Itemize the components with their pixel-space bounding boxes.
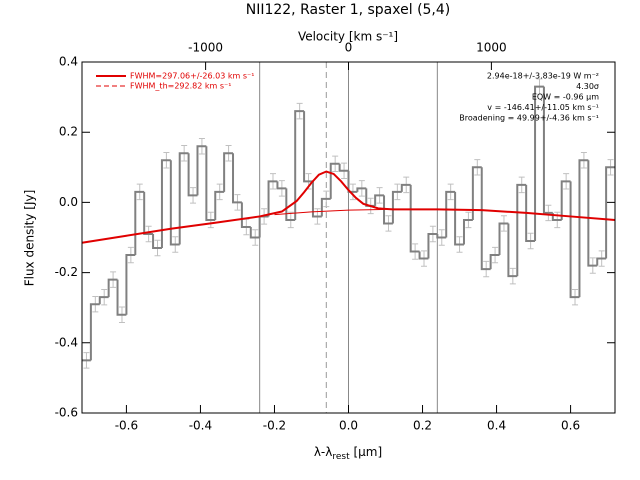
spectrum-step xyxy=(400,183,411,192)
spectrum-step xyxy=(418,251,429,260)
y-tick-label: -0.4 xyxy=(55,335,78,349)
spectrum-step xyxy=(534,85,544,242)
x-tick-label: 0.4 xyxy=(487,419,506,433)
y-tick-label: -0.6 xyxy=(55,406,78,420)
spectrum-step xyxy=(587,160,598,267)
x-tick-label: -0.6 xyxy=(115,419,138,433)
spectrum-step xyxy=(383,195,393,225)
legend-text: FWHM_th=292.82 km s⁻¹ xyxy=(130,82,231,91)
x-label-unit: [µm] xyxy=(350,445,383,459)
spectrum-step xyxy=(303,111,313,183)
spectrum-step xyxy=(462,218,473,245)
spectrum-step xyxy=(356,187,367,192)
chart-title: NII122, Raster 1, spaxel (5,4) xyxy=(246,2,451,18)
y-tick-label: 0.0 xyxy=(59,195,78,209)
spectrum-step xyxy=(436,233,447,239)
spectrum-step xyxy=(143,191,154,235)
spectrum-step xyxy=(214,190,225,220)
legend-text: FWHM=297.06+/-26.03 km s⁻¹ xyxy=(130,72,254,81)
top-tick-label: -1000 xyxy=(188,41,223,55)
spectrum-step xyxy=(98,296,109,305)
spectrum-step xyxy=(542,86,553,214)
spectrum-step xyxy=(445,190,456,238)
spectrum-step xyxy=(267,180,278,217)
y-tick-label: -0.2 xyxy=(55,265,78,279)
spectrum-step xyxy=(507,223,518,278)
spectrum-step xyxy=(232,153,242,204)
spectrum-step xyxy=(596,257,607,266)
annotation: EQW = -0.96 µm xyxy=(532,93,599,102)
spectrum-step xyxy=(427,232,438,259)
spectrum-step xyxy=(285,188,296,221)
x-tick-label: -0.4 xyxy=(189,419,212,433)
spectrum-step xyxy=(152,233,162,250)
annotation: v = -146.41+/-11.05 km s⁻¹ xyxy=(487,103,599,112)
spectrum-step xyxy=(169,160,180,246)
spectrum-step xyxy=(338,163,349,172)
y-axis-label: Flux density [Jy] xyxy=(23,190,37,287)
spectrum-step xyxy=(205,146,216,221)
fit-line xyxy=(81,170,616,244)
x-tick-label: -0.2 xyxy=(263,419,286,433)
spectrum-step xyxy=(391,190,402,224)
top-tick-label: 1000 xyxy=(476,41,507,55)
annotation: 4.30σ xyxy=(576,82,599,91)
spectrum-step xyxy=(107,278,118,298)
x-tick-label: 0.6 xyxy=(561,419,580,433)
y-tick-label: 0.4 xyxy=(59,55,78,69)
annotation: Broadening = 49.99+/-4.36 km s⁻¹ xyxy=(459,114,599,123)
x-tick-label: 0.0 xyxy=(339,419,358,433)
spectrum-step xyxy=(605,166,615,259)
annotation: 2.94e-18+/-3.83e-19 W m⁻² xyxy=(487,72,599,81)
spectrum-step xyxy=(89,303,100,361)
spectrum-step xyxy=(240,202,251,228)
spectrum-step xyxy=(294,110,305,220)
top-axis-label: Velocity [km s⁻¹] xyxy=(298,30,398,44)
x-label-sub: rest xyxy=(332,452,350,462)
spectrum-step xyxy=(249,226,260,239)
spectrum-step xyxy=(311,181,322,218)
x-axis-label: λ-λrest [µm] xyxy=(314,445,382,462)
spectrum-step xyxy=(560,180,571,220)
spectrum-step xyxy=(525,184,536,243)
x-label-main: λ-λ xyxy=(314,445,333,459)
spectrum-step xyxy=(196,145,207,196)
spectrum-step xyxy=(160,159,171,249)
spectrum-step xyxy=(569,181,580,299)
spectrum-step xyxy=(116,279,127,316)
y-tick-label: 0.2 xyxy=(59,125,78,139)
spectrum-step xyxy=(498,222,509,256)
spectrum-step xyxy=(471,166,482,220)
spectrum-step xyxy=(329,162,340,199)
baseline-line xyxy=(274,208,386,216)
spectrum-step xyxy=(374,194,385,206)
spectrum-step xyxy=(187,153,198,197)
spectrum-step xyxy=(516,183,527,277)
spectrum-step xyxy=(320,197,331,217)
spectrum-step xyxy=(489,254,500,270)
spectrum-step xyxy=(276,181,287,190)
spectrum-step xyxy=(223,152,234,192)
top-tick-label: 0 xyxy=(345,41,353,55)
spectrum-step xyxy=(480,167,491,271)
spectrum-step xyxy=(125,254,136,315)
spectrum-step xyxy=(578,159,589,298)
spectrum-step xyxy=(178,152,189,245)
x-tick-label: 0.2 xyxy=(413,419,432,433)
spectrum-step xyxy=(347,170,358,193)
spectrum-step xyxy=(409,184,420,253)
